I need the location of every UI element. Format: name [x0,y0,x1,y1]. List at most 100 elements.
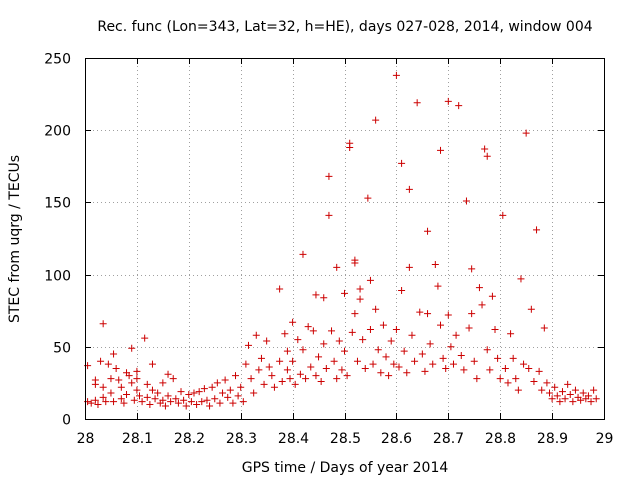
data-point [522,129,530,137]
data-point [110,398,118,406]
x-axis-label: GPS time / Days of year 2014 [242,460,449,476]
data-point [107,375,115,383]
data-point [374,346,382,354]
data-point [242,360,250,368]
data-point [421,367,429,375]
data-point [283,347,291,355]
data-point [200,385,208,393]
data-point [99,393,107,401]
data-point [400,347,408,355]
data-point [309,327,317,335]
data-point [364,194,372,202]
data-point [390,360,398,368]
data-point [449,360,457,368]
plot-frame [85,58,605,420]
data-point [128,379,136,387]
data-point [102,398,110,406]
data-point [239,398,247,406]
data-point [117,395,125,403]
data-point [315,353,323,361]
data-point [130,396,138,404]
data-point [219,389,227,397]
data-point [540,324,548,332]
data-point [283,366,291,374]
data-point [341,347,348,355]
data-point [551,383,559,391]
data-point [97,357,105,365]
data-point [87,399,95,407]
data-point [514,386,522,394]
data-point [276,357,284,365]
data-point [556,398,564,406]
data-point [143,380,151,388]
data-point [224,393,232,401]
data-point [299,346,307,354]
data-point [553,392,561,400]
data-point [120,399,128,407]
data-point [328,327,336,335]
data-point [338,366,346,374]
data-point [320,340,328,348]
data-point [564,380,572,388]
data-point [405,185,413,193]
data-point [504,379,512,387]
data-point [533,226,541,234]
data-point [507,330,515,338]
data-point [138,398,146,406]
data-point [566,390,574,398]
data-point [359,336,367,344]
data-point [592,395,600,403]
data-point [229,399,237,407]
data-point [494,354,502,362]
data-point [247,375,255,383]
data-point [571,386,579,394]
data-point [208,383,216,391]
data-point [185,390,193,398]
data-point [470,357,478,365]
x-tick-label: 28.3 [226,431,257,447]
data-point [577,396,585,404]
data-point [366,325,374,333]
data-point [457,351,465,359]
data-point [123,390,131,398]
data-point [351,259,359,267]
data-point [353,357,361,365]
data-point [112,364,120,372]
data-point [377,369,385,377]
data-point [501,364,509,372]
data-point [325,172,333,180]
data-point [128,344,136,352]
data-point [177,388,185,396]
data-point [216,399,224,407]
data-point [481,145,489,153]
data-point [392,71,400,79]
data-point [115,376,123,384]
x-tick-label: 28.8 [485,431,516,447]
data-point [110,350,118,358]
data-point [398,159,406,167]
data-point [125,372,133,380]
data-point [164,392,172,400]
data-point [221,376,229,384]
y-tick-label: 200 [44,124,71,140]
data-point [356,285,364,293]
data-point [263,337,271,345]
data-point [483,346,491,354]
x-axis: 28 28.1 28.2 28.3 28.4 28.5 28.6 28.7 28.8 28.9 29 [77,58,613,447]
data-point [94,401,102,409]
data-point [426,340,434,348]
data-point [151,395,159,403]
data-point [302,375,310,383]
data-point [107,389,115,397]
data-point [320,294,328,302]
data-point [520,360,528,368]
data-point [379,321,387,329]
data-point [146,401,154,409]
data-point [91,396,99,404]
data-point [260,380,268,388]
data-point [558,388,566,396]
data-point [99,383,107,391]
data-point [348,328,356,336]
data-point [590,386,598,394]
grid [85,58,604,419]
